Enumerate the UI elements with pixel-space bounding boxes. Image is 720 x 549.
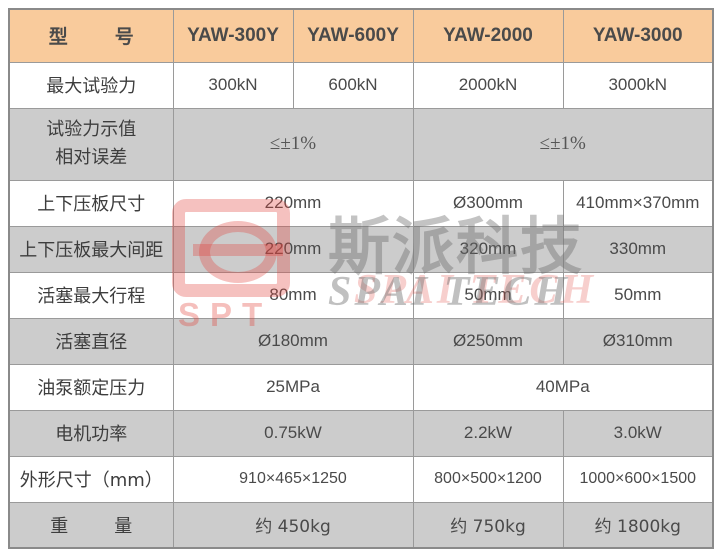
cell-weight-3: 约 1800kg: [562, 501, 714, 549]
cell-max-test-force-3: 2000kN: [412, 61, 564, 109]
row-label-max-test-force: 最大试验力: [8, 61, 174, 109]
row-label-motor-power: 电机功率: [8, 409, 174, 457]
cell-max-test-force-1: 300kN: [172, 61, 294, 109]
header-cell-model-2: YAW-600Y: [292, 8, 414, 63]
cell-relative-error-1: ≤±1%: [172, 107, 414, 181]
row-label-piston-max-stroke: 活塞最大行程: [8, 271, 174, 319]
cell-overall-dimensions-1: 910×465×1250: [172, 455, 414, 503]
cell-weight-2: 约 750kg: [412, 501, 564, 549]
table-header-row: 型 号 YAW-300Y YAW-600Y YAW-2000 YAW-3000: [8, 8, 714, 63]
cell-piston-diameter-3: Ø310mm: [562, 317, 714, 365]
cell-platen-size-1: 220mm: [172, 179, 414, 227]
table-row: 外形尺寸（mm） 910×465×1250 800×500×1200 1000×600…: [8, 455, 714, 503]
header-cell-model-label: 型 号: [8, 8, 174, 63]
cell-piston-max-stroke-1: 80mm: [172, 271, 414, 319]
row-label-platen-size: 上下压板尺寸: [8, 179, 174, 227]
table-row: 活塞直径 Ø180mm Ø250mm Ø310mm: [8, 317, 714, 365]
row-label-platen-max-gap: 上下压板最大间距: [8, 225, 174, 273]
header-cell-model-3: YAW-2000: [412, 8, 564, 63]
cell-max-test-force-4: 3000kN: [562, 61, 714, 109]
cell-piston-diameter-2: Ø250mm: [412, 317, 564, 365]
header-cell-model-4: YAW-3000: [562, 8, 714, 63]
cell-weight-1: 约 450kg: [172, 501, 414, 549]
row-label-line2: 相对误差: [55, 147, 128, 168]
cell-max-test-force-2: 600kN: [292, 61, 414, 109]
table-row: 重 量约 450kg 约 750kg 约 1800kg: [8, 501, 714, 549]
specifications-table: 型 号 YAW-300Y YAW-600Y YAW-2000 YAW-3000 最大试验力…: [8, 8, 714, 549]
cell-piston-max-stroke-3: 50mm: [562, 271, 714, 319]
cell-pump-rated-pressure-2: 40MPa: [412, 363, 714, 411]
cell-platen-max-gap-2: 320mm: [412, 225, 564, 273]
cell-platen-max-gap-3: 330mm: [562, 225, 714, 273]
cell-overall-dimensions-3: 1000×600×1500: [562, 455, 714, 503]
table-row: 电机功率 0.75kW 2.2kW 3.0kW: [8, 409, 714, 457]
table-row: 活塞最大行程 80mm 50mm 50mm: [8, 271, 714, 319]
row-label-pump-rated-pressure: 油泵额定压力: [8, 363, 174, 411]
table-row: 油泵额定压力 25MPa 40MPa: [8, 363, 714, 411]
cell-platen-max-gap-1: 220mm: [172, 225, 414, 273]
row-label-overall-dimensions: 外形尺寸（mm）: [8, 455, 174, 503]
row-label-piston-diameter: 活塞直径: [8, 317, 174, 365]
cell-platen-size-2: Ø300mm: [412, 179, 564, 227]
cell-overall-dimensions-2: 800×500×1200: [412, 455, 564, 503]
cell-motor-power-3: 3.0kW: [562, 409, 714, 457]
cell-pump-rated-pressure-1: 25MPa: [172, 363, 414, 411]
table-row: 上下压板最大间距 220mm 320mm 330mm: [8, 225, 714, 273]
row-label-weight: 重 量: [8, 501, 174, 549]
cell-relative-error-2: ≤±1%: [412, 107, 714, 181]
cell-platen-size-3: 410mm×370mm: [562, 179, 714, 227]
cell-motor-power-2: 2.2kW: [412, 409, 564, 457]
cell-motor-power-1: 0.75kW: [172, 409, 414, 457]
row-label-line1: 试验力示值: [46, 119, 137, 141]
table-row: 上下压板尺寸 220mm Ø300mm 410mm×370mm: [8, 179, 714, 227]
cell-piston-diameter-1: Ø180mm: [172, 317, 414, 365]
row-label-relative-error: 试验力示值 相对误差: [8, 107, 174, 181]
header-cell-model-1: YAW-300Y: [172, 8, 294, 63]
table-row: 最大试验力 300kN 600kN 2000kN 3000kN: [8, 61, 714, 109]
cell-piston-max-stroke-2: 50mm: [412, 271, 564, 319]
table-row: 试验力示值 相对误差 ≤±1% ≤±1%: [8, 107, 714, 181]
